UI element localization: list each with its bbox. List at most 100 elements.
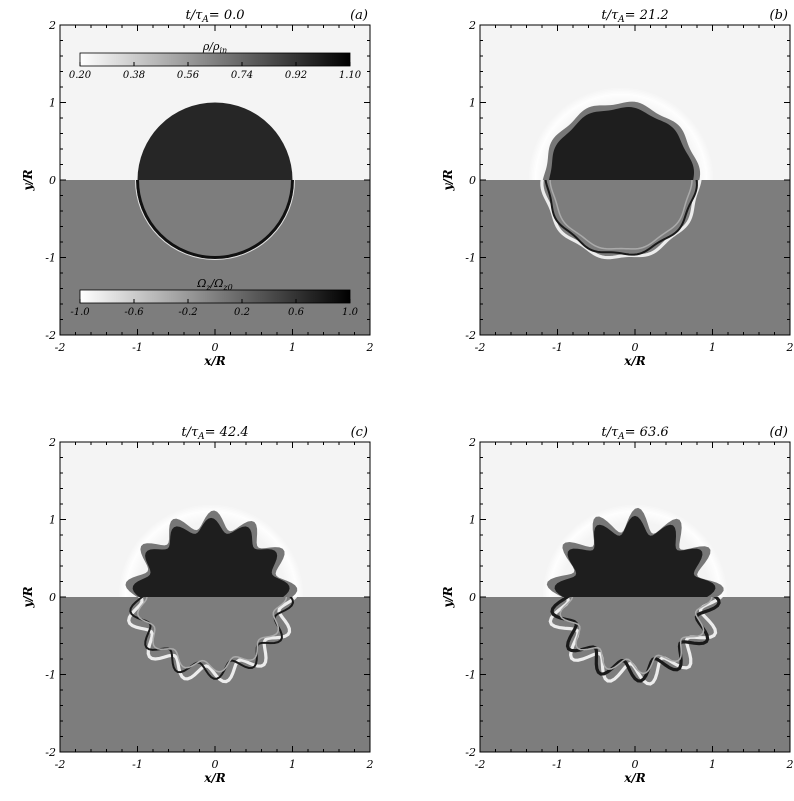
dense-cylinder <box>137 102 293 180</box>
panel-tag: (d) <box>770 425 788 440</box>
y-tick-label: -1 <box>45 669 56 682</box>
x-tick-label: 0 <box>632 758 639 771</box>
field-image <box>60 442 370 752</box>
vortex-ring-inner <box>137 597 288 673</box>
y-tick-label: -2 <box>45 329 56 342</box>
x-axis-label: x/R <box>623 771 646 785</box>
x-tick-label: -2 <box>475 758 486 771</box>
x-tick-label: -1 <box>132 758 143 771</box>
vortex-ring-positive <box>127 597 298 684</box>
x-tick-label: 1 <box>709 758 716 771</box>
panel-a: -2 -1 0 1 2 -2 -1 0 1 2 x/R y/R t/τA​= 0.0 (a) ρ/ρin​ 0… <box>21 8 374 368</box>
density-half <box>118 504 305 597</box>
y-tick-label: 0 <box>469 591 476 604</box>
colorbar-tick-label: 1.0 <box>342 307 359 318</box>
x-tick-label: 1 <box>709 341 716 354</box>
x-axis-label: x/R <box>203 354 226 368</box>
colorbar-label: ρ/ρin​ <box>202 40 227 55</box>
y-tick-label: 2 <box>468 19 476 32</box>
y-tick-label: 1 <box>49 514 56 527</box>
vorticity-background <box>480 597 790 752</box>
y-axis-label: y/R <box>441 169 455 191</box>
field-image <box>480 25 790 335</box>
y-tick-label: -1 <box>45 252 56 265</box>
vorticity-background <box>480 180 790 335</box>
colorbar-tick-label: 0.38 <box>123 70 145 81</box>
x-tick-label: 2 <box>366 341 374 354</box>
x-tick-label: 0 <box>212 758 219 771</box>
y-axis-label: y/R <box>21 586 35 608</box>
vortex-ring-negative <box>544 180 698 256</box>
vortex-ring-inner <box>559 597 713 675</box>
colorbar-tick-label: 0.2 <box>234 307 250 318</box>
x-tick-label: 0 <box>632 341 639 354</box>
colorbar-tick-label: -0.2 <box>178 307 197 318</box>
x-tick-label: -2 <box>55 341 66 354</box>
y-tick-label: -1 <box>465 252 476 265</box>
colorbar-vorticity: Ωz​/Ωz0​ -1.0 -0.6 -0.2 0.2 0.6 1.0 <box>70 277 358 318</box>
vorticity-half <box>548 597 723 686</box>
x-tick-label: 2 <box>366 758 374 771</box>
density-half <box>542 504 728 597</box>
colorbar-tick-label: 0.56 <box>177 70 200 81</box>
y-axis-label: y/R <box>441 586 455 608</box>
panel-title: t/τA​= 42.4 <box>181 425 248 442</box>
x-tick-label: 1 <box>289 758 296 771</box>
colorbar-tick-label: -1.0 <box>70 307 90 318</box>
y-tick-label: 1 <box>469 97 476 110</box>
panel-b: -2 -1 0 1 2 -2 -1 0 1 2 x/R y/R t/τA​= 21.2 (b) <box>441 8 794 368</box>
colorbar-density: ρ/ρin​ 0.20 0.38 0.56 0.74 0.92 1.10 <box>69 40 362 81</box>
y-tick-label: 2 <box>48 19 56 32</box>
y-tick-label: -2 <box>465 746 476 759</box>
colorbar-gradient <box>79 289 351 304</box>
x-tick-label: 1 <box>289 341 296 354</box>
vortex-ring-positive <box>548 597 723 686</box>
colorbar-label: Ωz​/Ωz0​ <box>196 277 232 292</box>
colorbar-tick-label: 0.6 <box>288 307 305 318</box>
colorbar-gradient <box>79 52 351 67</box>
colorbar-tick-label: 0.74 <box>231 70 253 81</box>
colorbar-tick-label: -0.6 <box>124 307 144 318</box>
y-tick-label: 1 <box>469 514 476 527</box>
dense-core <box>548 107 695 180</box>
y-tick-label: 2 <box>48 436 56 449</box>
vortex-ring-positive <box>540 180 702 260</box>
vorticity-half <box>135 180 295 260</box>
density-half <box>528 87 715 180</box>
panel-d: -2 -1 0 1 2 -2 -1 0 1 2 x/R y/R t/τA​= 63.6 (d) <box>441 425 794 785</box>
y-tick-label: -2 <box>45 746 56 759</box>
colorbar-tick-label: 0.92 <box>285 70 307 81</box>
panel-tag: (c) <box>351 425 368 440</box>
y-tick-label: -1 <box>465 669 476 682</box>
x-tick-label: -1 <box>132 341 143 354</box>
x-tick-label: 2 <box>786 758 794 771</box>
field-image <box>480 442 790 752</box>
colorbar-tick-label: 1.10 <box>339 70 362 81</box>
density-half <box>137 102 293 180</box>
x-axis-label: x/R <box>623 354 646 368</box>
panel-tag: (a) <box>350 8 368 23</box>
x-tick-label: -1 <box>552 341 563 354</box>
x-tick-label: -1 <box>552 758 563 771</box>
vortex-sheet-edge <box>135 180 295 260</box>
field-image <box>60 25 370 335</box>
y-axis-label: y/R <box>21 169 35 191</box>
vortex-ring-inner <box>549 180 693 250</box>
x-tick-label: 2 <box>786 341 794 354</box>
x-tick-label: -2 <box>55 758 66 771</box>
y-tick-label: 2 <box>468 436 476 449</box>
panel-title: t/τA​= 0.0 <box>186 8 245 25</box>
panel-c: -2 -1 0 1 2 -2 -1 0 1 2 x/R y/R t/τA​= 42.4 (c) <box>21 425 374 785</box>
vorticity-half <box>127 597 298 684</box>
dense-core <box>554 515 716 597</box>
panel-title: t/τA​= 21.2 <box>601 8 668 25</box>
y-tick-label: -2 <box>465 329 476 342</box>
panel-title: t/τA​= 63.6 <box>601 425 668 442</box>
vorticity-half <box>540 180 702 260</box>
dense-core <box>132 517 290 597</box>
colorbar-tick-label: 0.20 <box>69 70 92 81</box>
vortex-ring-negative <box>550 597 721 683</box>
x-tick-label: 0 <box>212 341 219 354</box>
y-tick-label: 0 <box>469 174 476 187</box>
